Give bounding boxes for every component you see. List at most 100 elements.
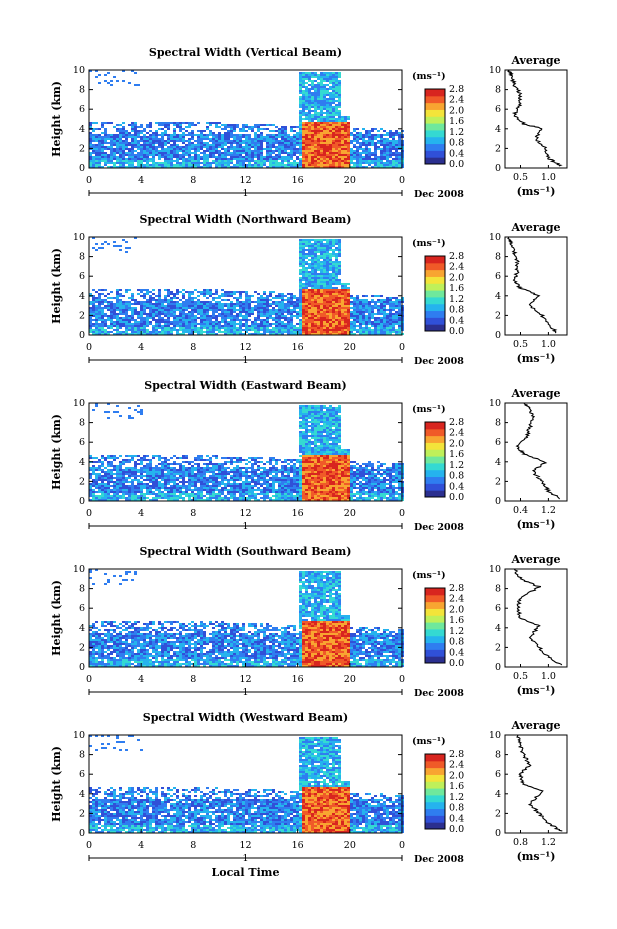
heatmap-cell xyxy=(311,164,314,166)
heatmap-cell xyxy=(299,102,302,104)
heatmap-cell xyxy=(389,160,392,162)
x-tick-label: 0 xyxy=(86,175,92,186)
panel-title: Spectral Width (Northward Beam) xyxy=(140,213,352,226)
heatmap-cell xyxy=(341,315,344,317)
heatmap-cell xyxy=(341,323,344,325)
heatmap-cell xyxy=(329,279,332,281)
heatmap-cell xyxy=(320,327,323,329)
heatmap-cell xyxy=(302,293,305,295)
heatmap-cell xyxy=(92,144,95,146)
heatmap-cell xyxy=(299,92,302,94)
heatmap-cell xyxy=(218,122,221,124)
heatmap-cell xyxy=(101,483,104,485)
heatmap-cell xyxy=(167,156,170,158)
heatmap-cell xyxy=(266,144,269,146)
heatmap-cell xyxy=(383,146,386,148)
heatmap-cell xyxy=(203,158,206,160)
heatmap-cell xyxy=(350,307,353,309)
colorbar-tick-label: 0.8 xyxy=(449,138,464,149)
heatmap-cell xyxy=(122,148,125,150)
heatmap-cell xyxy=(332,110,335,112)
heatmap-cell xyxy=(326,333,329,335)
heatmap-cell xyxy=(281,144,284,146)
heatmap-cell xyxy=(89,311,92,313)
heatmap-cell xyxy=(311,285,314,287)
heatmap-cell xyxy=(305,136,308,138)
heatmap-cell xyxy=(383,309,386,311)
heatmap-cell xyxy=(317,265,320,267)
heatmap-cell xyxy=(119,295,122,297)
heatmap-cell xyxy=(179,130,182,132)
heatmap-cell xyxy=(143,156,146,158)
heatmap-cell xyxy=(266,166,269,168)
heatmap-cell xyxy=(329,118,332,120)
heatmap-cells xyxy=(89,403,404,501)
heatmap-cell xyxy=(314,327,317,329)
heatmap-cell xyxy=(245,144,248,146)
heatmap-cell xyxy=(200,329,203,331)
heatmap-cell xyxy=(89,160,92,162)
heatmap-cell xyxy=(206,142,209,144)
heatmap-cell xyxy=(236,323,239,325)
heatmap-cell xyxy=(299,82,302,84)
heatmap-cell xyxy=(320,253,323,255)
heatmap-cell xyxy=(113,325,116,327)
heatmap-cell xyxy=(344,122,347,124)
heatmap-cell xyxy=(326,160,329,162)
heatmap-cell xyxy=(125,130,128,132)
heatmap-cell xyxy=(206,136,209,138)
heatmap-cell xyxy=(386,331,389,333)
heatmap-cell xyxy=(323,299,326,301)
heatmap-cell xyxy=(254,144,257,146)
heatmap-cell xyxy=(335,329,338,331)
heatmap-cell xyxy=(332,102,335,104)
heatmap-cell xyxy=(104,241,107,243)
heatmap-cell xyxy=(320,269,323,271)
heatmap-cell xyxy=(173,146,176,148)
heatmap-cell xyxy=(329,74,332,76)
heatmap-cell xyxy=(173,295,176,297)
colorbar-segment xyxy=(425,310,445,318)
heatmap-cell xyxy=(308,303,311,305)
heatmap-cell xyxy=(176,158,179,160)
heatmap-cell xyxy=(161,309,164,311)
heatmap-cell xyxy=(392,164,395,166)
heatmap-cell xyxy=(287,305,290,307)
heatmap-cell xyxy=(371,128,374,130)
heatmap-cell xyxy=(260,146,263,148)
heatmap-cell xyxy=(392,146,395,148)
heatmap-cell xyxy=(230,162,233,164)
heatmap-cell xyxy=(146,293,149,295)
heatmap-cell xyxy=(128,325,131,327)
heatmap-cell xyxy=(338,263,341,265)
heatmap-cell xyxy=(143,148,146,150)
heatmap-cell xyxy=(341,291,344,293)
heatmap-cell xyxy=(308,148,311,150)
heatmap-cell xyxy=(323,140,326,142)
heatmap-cell xyxy=(176,124,179,126)
heatmap-cell xyxy=(290,152,293,154)
heatmap-cell xyxy=(335,309,338,311)
heatmap-cell xyxy=(221,325,224,327)
heatmap-cell xyxy=(290,154,293,156)
heatmap-cell xyxy=(146,162,149,164)
heatmap-cell xyxy=(101,299,104,301)
heatmap-cell xyxy=(377,158,380,160)
y-tick-label: 8 xyxy=(79,252,85,263)
heatmap-cell xyxy=(182,128,185,130)
heatmap-cell xyxy=(275,321,278,323)
heatmap-cell xyxy=(281,307,284,309)
heatmap-cell xyxy=(233,331,236,333)
heatmap-cell xyxy=(335,132,338,134)
heatmap-cell xyxy=(143,313,146,315)
heatmap-cell xyxy=(89,136,92,138)
average-frame xyxy=(504,69,568,169)
heatmap-cell xyxy=(236,136,239,138)
heatmap-cell xyxy=(311,118,314,120)
heatmap-cell xyxy=(158,166,161,168)
heatmap-cell xyxy=(365,150,368,152)
heatmap-cell xyxy=(356,152,359,154)
heatmap-cell xyxy=(329,136,332,138)
heatmap-cell xyxy=(278,293,281,295)
heatmap-cell xyxy=(116,134,119,136)
